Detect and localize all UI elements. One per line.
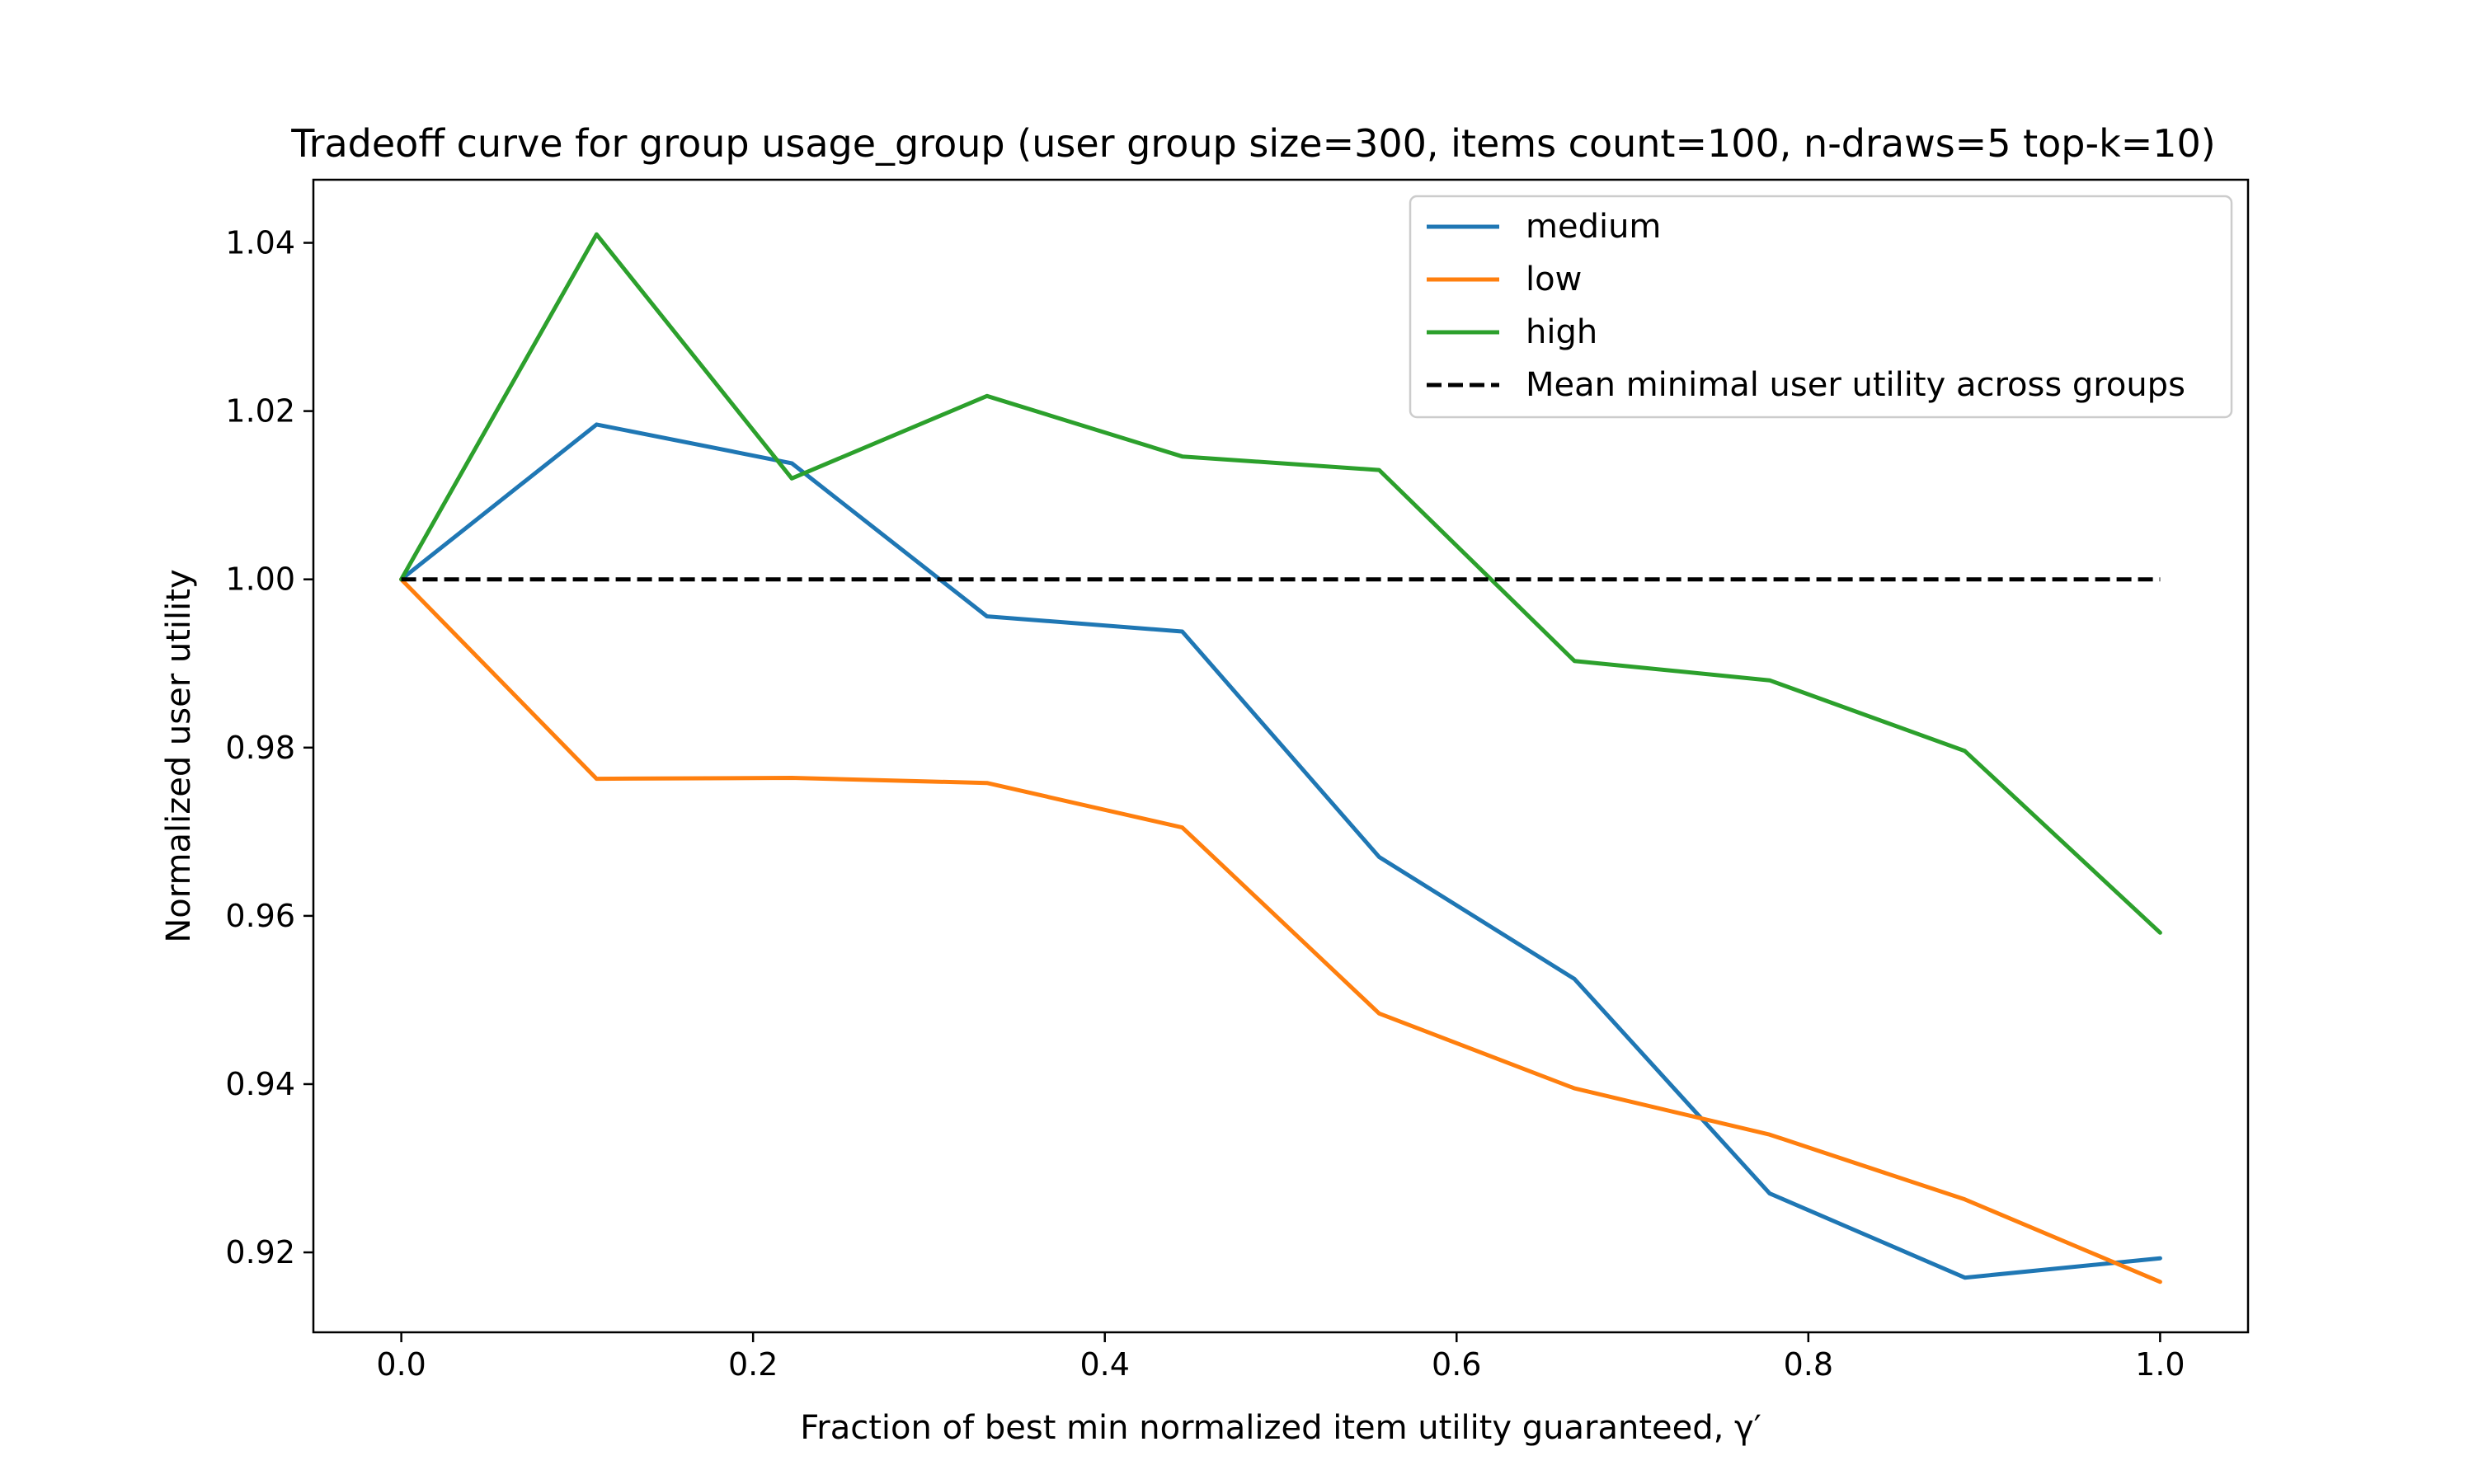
y-axis-ticks: 0.92 0.94 0.96 0.98 1.00 1.02 1.04 xyxy=(225,225,313,1270)
x-axis-ticks: 0.0 0.2 0.4 0.6 0.8 1.0 xyxy=(376,1332,2185,1383)
series-line-2 xyxy=(399,232,2162,935)
chart-title: Tradeoff curve for group usage_group (us… xyxy=(290,121,2216,166)
y-tick-label: 0.96 xyxy=(225,898,295,934)
legend-label-2: high xyxy=(1526,313,1597,351)
legend-label-0: medium xyxy=(1526,208,1661,246)
legend: medium low high Mean minimal user utility a… xyxy=(1409,195,2233,419)
plot-area xyxy=(399,232,2162,1284)
y-tick-label: 0.98 xyxy=(225,730,295,766)
axes-frame xyxy=(312,178,2250,1334)
x-axis-label: Fraction of best min normalized item uti… xyxy=(800,1409,1761,1447)
y-tick-label: 0.92 xyxy=(225,1234,295,1270)
legend-label-3: Mean minimal user utility across groups xyxy=(1526,366,2185,404)
y-tick-label: 1.02 xyxy=(225,393,295,430)
series-line-1 xyxy=(399,577,2162,1284)
y-tick-label: 1.04 xyxy=(225,225,295,261)
x-tick-label: 0.6 xyxy=(1432,1346,1481,1383)
x-tick-label: 1.0 xyxy=(2135,1346,2185,1383)
legend-frame xyxy=(1409,195,2233,419)
y-axis-label: Normalized user utility xyxy=(160,569,198,942)
y-tick-label: 0.94 xyxy=(225,1066,295,1102)
y-tick-label: 1.00 xyxy=(225,561,295,598)
x-tick-label: 0.0 xyxy=(376,1346,426,1383)
legend-label-1: low xyxy=(1526,261,1582,298)
x-tick-label: 0.8 xyxy=(1784,1346,1833,1383)
series-line-0 xyxy=(399,422,2162,1280)
x-tick-label: 0.2 xyxy=(728,1346,778,1383)
x-tick-label: 0.4 xyxy=(1080,1346,1130,1383)
